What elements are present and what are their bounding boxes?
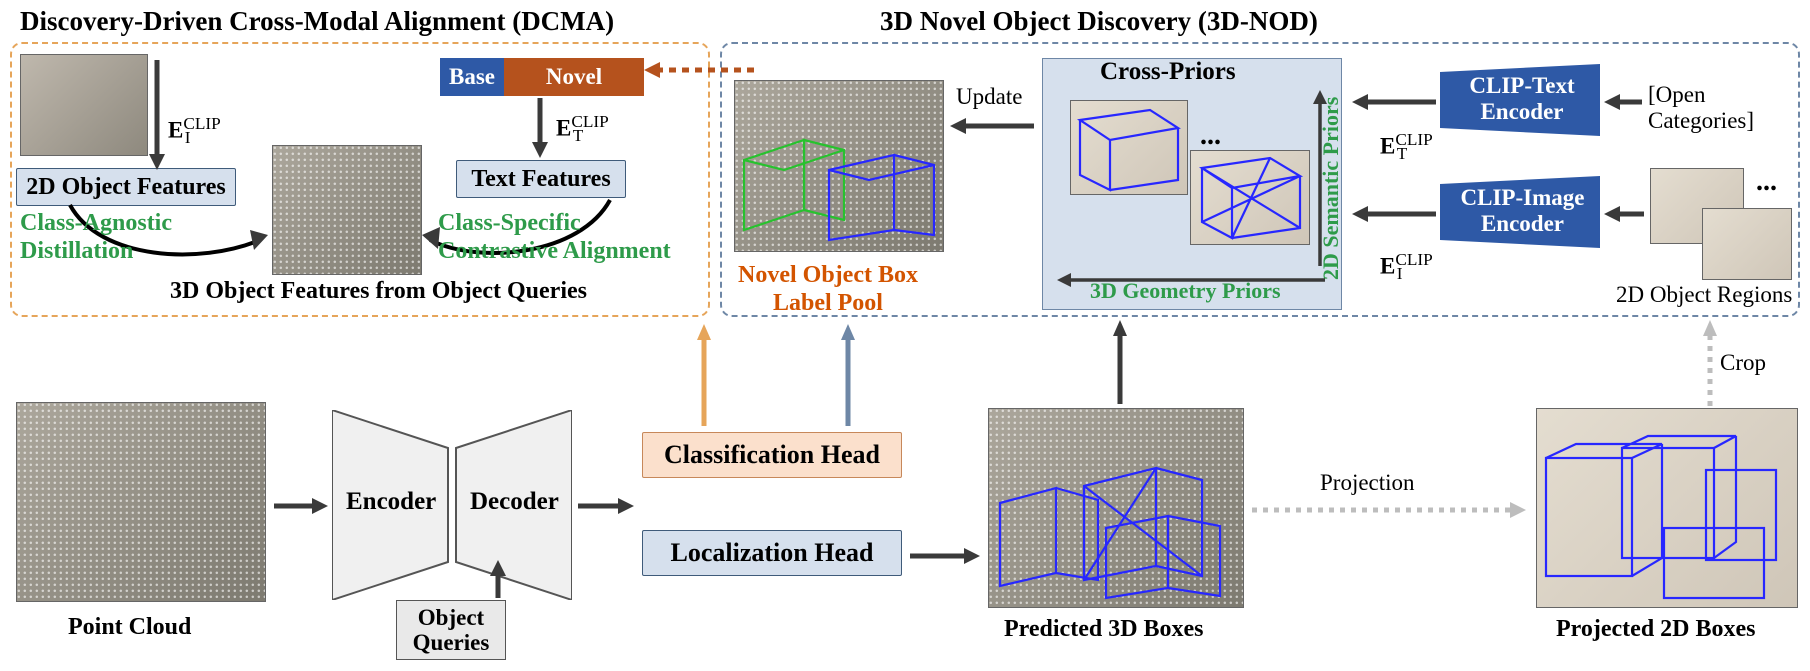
cp-dots: ... (1200, 120, 1221, 152)
dcma-title: Discovery-Driven Cross-Modal Alignment (… (20, 6, 614, 37)
class-agnostic: Class-AgnosticDistillation (20, 210, 172, 265)
et-clip: ECLIPT (1380, 130, 1407, 164)
novel-chip: Novel (504, 58, 644, 96)
nod-title: 3D Novel Object Discovery (3D-NOD) (880, 6, 1318, 37)
base-novel: Base Novel (440, 58, 644, 96)
regions-label: 2D Object Regions (1616, 282, 1792, 308)
projected-label: Projected 2D Boxes (1556, 616, 1756, 643)
arrow-cls-up-dcma (694, 322, 714, 430)
open-cat: [Open Categories] (1648, 82, 1810, 134)
predicted-label: Predicted 3D Boxes (1004, 616, 1204, 643)
ei-clip: ECLIPI (1380, 250, 1402, 284)
ei-label-dcma: ECLIPI (168, 114, 190, 148)
pc-input (16, 402, 266, 602)
arrow-dec-heads (576, 496, 636, 516)
object-queries: ObjectQueries (396, 600, 506, 660)
arrow-cls-up-nod (838, 322, 858, 430)
semantic-priors: 2D Semantic Priors (1318, 80, 1344, 280)
cls-head: Classification Head (642, 432, 902, 478)
cp-thumb2-box (1190, 150, 1310, 245)
update-label: Update (956, 84, 1022, 110)
region-thumb2 (1702, 208, 1792, 280)
class-specific: Class-SpecificContrastive Alignment (438, 210, 671, 265)
arrow-pred-up (1110, 318, 1130, 408)
et-e: E (556, 116, 571, 141)
et2-e: E (1380, 134, 1395, 159)
cp-thumb1-box (1070, 100, 1188, 195)
ei2-e: E (1380, 254, 1395, 279)
base-chip: Base (440, 58, 504, 96)
et-sub: T (573, 126, 584, 145)
loc-head: Localization Head (642, 530, 902, 576)
chair3d-thumb (272, 145, 422, 275)
pool-label: Novel Object BoxLabel Pool (738, 262, 918, 317)
ei-e: E (168, 118, 183, 143)
text-feat-box: Text Features (456, 160, 626, 198)
feat3d-label: 3D Object Features from Object Queries (170, 278, 587, 305)
clip-text-enc: CLIP-TextEncoder (1452, 70, 1592, 128)
predicted-boxes (988, 408, 1244, 608)
ei-sub: I (185, 128, 191, 147)
projected-boxes (1536, 408, 1798, 608)
couch-image (20, 54, 148, 156)
pool-pc-boxes (734, 80, 944, 252)
ei2-sub: I (1397, 264, 1403, 283)
obj2d-feat-box: 2D Object Features (16, 168, 236, 206)
projection-label: Projection (1320, 470, 1415, 496)
arrow-projection (1250, 500, 1530, 520)
geom-priors: 3D Geometry Priors (1090, 278, 1281, 304)
et-label-dcma: ECLIPT (556, 112, 583, 146)
arrow-pc-enc (272, 496, 330, 516)
arrow-loc-pred (908, 546, 982, 566)
arrow-crop (1700, 318, 1720, 410)
encoder-label: Encoder (346, 488, 436, 516)
region-dots: ... (1756, 166, 1777, 198)
decoder-label: Decoder (470, 488, 559, 516)
crop-label: Crop (1720, 350, 1766, 376)
pc-label: Point Cloud (68, 614, 191, 641)
clip-img-enc: CLIP-ImageEncoder (1450, 182, 1595, 240)
et2-sub: T (1397, 144, 1408, 163)
cross-priors-title: Cross-Priors (1100, 58, 1236, 86)
